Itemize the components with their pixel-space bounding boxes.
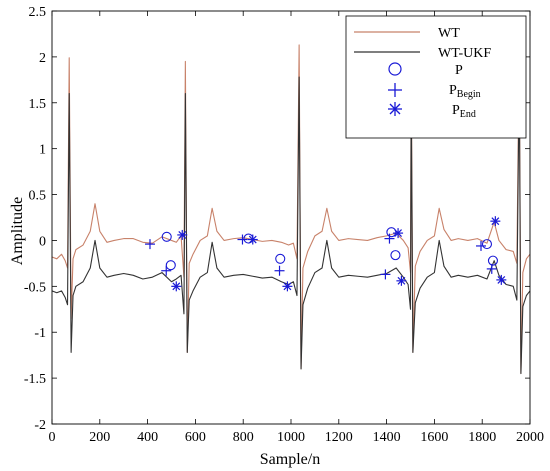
p-begin-marker-1 (161, 265, 172, 276)
x-tick-label-9: 1800 (468, 430, 496, 445)
p-begin-marker-3 (274, 265, 285, 276)
legend-wt-ukf-label: WT-UKF (438, 46, 491, 61)
p-end-marker-6 (490, 216, 501, 227)
p-end-marker-1 (171, 281, 182, 292)
y-tick-label-9: 2.5 (29, 5, 47, 20)
p-marker-0 (161, 231, 172, 242)
legend-p-begin-marker (388, 83, 402, 97)
p-end-marker-d2 (491, 217, 500, 226)
p-end-marker-d2 (397, 276, 406, 285)
x-tick-label-6: 1200 (325, 430, 353, 445)
legend-p-end-main: P (452, 103, 460, 118)
legend: WT WT-UKF P PBegin PEnd (345, 15, 527, 139)
p-begin-marker-5 (384, 233, 395, 244)
legend-box (345, 15, 527, 139)
axes: 0 200 400 600 800 1000 1200 1400 1600 1800 2000 -2 -… (24, 5, 544, 445)
series-line-wt-ukf (51, 74, 531, 375)
p-end-marker-4 (393, 228, 404, 239)
y-tick-label-4: 0 (39, 234, 46, 249)
legend-p-begin-label: PBegin (449, 83, 481, 100)
p-end-marker-0 (177, 229, 188, 240)
legend-p-begin-sub: Begin (457, 89, 481, 100)
p-begin-marker-0 (144, 239, 155, 250)
p-end-marker-d2 (394, 229, 402, 238)
y-tick-label-0: -2 (34, 418, 46, 433)
y-tick-label-5: 0.5 (29, 189, 47, 204)
x-tick-label-4: 800 (233, 430, 254, 445)
p-marker-1 (165, 260, 176, 271)
legend-p-end-sub: End (460, 109, 476, 120)
x-tick-label-2: 400 (137, 430, 158, 445)
legend-p-label: P (455, 63, 463, 78)
y-tick-label-7: 1.5 (29, 97, 47, 112)
x-tick-label-7: 1400 (373, 430, 401, 445)
legend-p-marker (388, 62, 402, 76)
p-end-marker-5 (396, 275, 407, 286)
y-tick-label-2: -1 (34, 326, 46, 341)
legend-p-end-marker (388, 102, 402, 116)
y-tick-label-8: 2 (39, 51, 46, 66)
legend-p-end-label: PEnd (452, 103, 476, 120)
p-begin-marker-2 (237, 234, 248, 245)
p-marker-6 (481, 239, 493, 250)
x-tick-label-0: 0 (49, 430, 56, 445)
p-begin-marker-6 (476, 240, 487, 251)
p-end-marker-d2 (178, 231, 187, 239)
p-begin-marker-4 (380, 269, 391, 280)
p-end-marker-2 (247, 234, 258, 245)
p-end-marker-d2 (248, 235, 257, 244)
x-tick-label-1: 200 (89, 430, 110, 445)
p-end-marker-3 (282, 281, 293, 292)
p-marker-3 (275, 253, 286, 264)
p-end-marker-d2 (497, 275, 506, 284)
x-tick-label-5: 1000 (277, 430, 305, 445)
y-axis-label: Amplitude (9, 197, 26, 265)
p-end-marker-d2 (172, 282, 181, 291)
x-tick-label-10: 2000 (516, 430, 544, 445)
x-tick-label-3: 600 (185, 430, 206, 445)
p-begin-marker-7 (486, 263, 497, 274)
legend-p-begin-main: P (449, 83, 457, 98)
p-marker-7 (487, 255, 499, 266)
p-end-marker-7 (496, 274, 507, 285)
y-tick-label-1: -1.5 (24, 372, 46, 387)
plot-area (51, 43, 531, 375)
y-tick-label-3: -0.5 (24, 280, 46, 295)
legend-wt-label: WT (438, 26, 460, 41)
x-axis-label: Sample/n (260, 451, 320, 468)
y-tick-label-6: 1 (39, 143, 46, 158)
p-marker-4 (386, 227, 397, 238)
x-tick-label-8: 1600 (420, 430, 448, 445)
p-end-marker-d2 (283, 282, 292, 291)
p-marker-5 (390, 250, 401, 261)
